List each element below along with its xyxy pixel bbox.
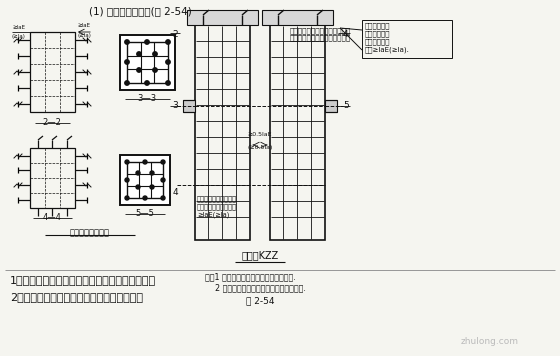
Text: 图 2-54: 图 2-54: [246, 296, 274, 305]
Circle shape: [166, 81, 170, 85]
Text: 5: 5: [343, 100, 349, 110]
Circle shape: [143, 160, 147, 164]
Text: 3—3: 3—3: [137, 94, 157, 103]
Circle shape: [166, 40, 170, 44]
Text: 2）柱纵向钢筋的连接宜采用机械连接接头。: 2）柱纵向钢筋的连接宜采用机械连接接头。: [10, 292, 143, 302]
Circle shape: [153, 52, 157, 56]
Text: (≥la): (≥la): [77, 33, 91, 38]
Bar: [195, 25, 250, 240]
Circle shape: [143, 196, 147, 200]
Text: 框支梁或楼层: 框支梁或楼层: [365, 38, 390, 44]
Bar: [127, 162, 163, 198]
Circle shape: [150, 171, 154, 175]
Text: 注：1 柱底纵筋的连接构造同抗震框架柱.: 注：1 柱底纵筋的连接构造同抗震框架柱.: [205, 272, 296, 281]
Circle shape: [137, 68, 141, 72]
Text: (≥la): (≥la): [12, 34, 26, 39]
Bar: [120, 155, 170, 205]
Text: ≥laE(≥la): ≥laE(≥la): [197, 211, 230, 218]
Circle shape: [145, 81, 149, 85]
Bar: [183, 100, 195, 112]
Text: 2—2: 2—2: [43, 118, 62, 127]
Circle shape: [125, 196, 129, 200]
Bar: [362, 20, 452, 58]
Circle shape: [153, 68, 157, 72]
Text: ≥0.5laE: ≥0.5laE: [248, 132, 272, 137]
Circle shape: [161, 160, 165, 164]
Text: 4—4: 4—4: [43, 213, 62, 222]
Bar: [120, 35, 175, 90]
Text: 4: 4: [343, 30, 349, 39]
Circle shape: [161, 178, 165, 182]
Text: 算起，弯锚入: 算起，弯锚入: [365, 30, 390, 37]
Text: 框支柱部分纵筋延伸到上层剪力
力墙框板顶，锚别为：能通则通.: 框支柱部分纵筋延伸到上层剪力 力墙框板顶，锚别为：能通则通.: [290, 27, 353, 41]
Circle shape: [150, 185, 154, 189]
Circle shape: [166, 60, 170, 64]
Text: 自框支柱边缘: 自框支柱边缘: [365, 22, 390, 28]
Bar: [325, 100, 337, 112]
Text: 板内≥laE(≥la).: 板内≥laE(≥la).: [365, 46, 410, 53]
Bar: [262, 10, 333, 25]
Bar: [270, 25, 325, 240]
Text: (1) 框支柱钢筋构造(图 2-54): (1) 框支柱钢筋构造(图 2-54): [88, 6, 192, 16]
Circle shape: [125, 160, 129, 164]
Text: 插入框支架或楼层板内: 插入框支架或楼层板内: [197, 203, 237, 210]
Circle shape: [161, 196, 165, 200]
Text: 2 柱纵向钢筋的连接宜采用机械连接接头.: 2 柱纵向钢筋的连接宜采用机械连接接头.: [205, 283, 306, 292]
Circle shape: [136, 171, 140, 175]
Text: 1）框支柱的柱底纵筋的连接构造同抗震框架柱。: 1）框支柱的柱底纵筋的连接构造同抗震框架柱。: [10, 275, 156, 285]
Circle shape: [145, 40, 149, 44]
Circle shape: [125, 178, 129, 182]
Text: ≥laE: ≥laE: [77, 23, 90, 28]
Bar: [30, 32, 75, 112]
Text: 纵向钢筋弯折要求: 纵向钢筋弯折要求: [70, 228, 110, 237]
Circle shape: [136, 185, 140, 189]
Text: 2: 2: [172, 30, 178, 39]
Text: (≥0.5la): (≥0.5la): [248, 145, 273, 150]
Bar: [30, 148, 75, 208]
Circle shape: [125, 40, 129, 44]
Circle shape: [125, 60, 129, 64]
Text: 框支柱KZZ: 框支柱KZZ: [241, 250, 279, 260]
Text: 4: 4: [172, 188, 178, 197]
Text: 5—5: 5—5: [136, 209, 155, 218]
Circle shape: [137, 52, 141, 56]
Bar: [127, 42, 168, 83]
Text: 自层支柱边缘算起，弯: 自层支柱边缘算起，弯: [197, 195, 237, 201]
Circle shape: [125, 81, 129, 85]
Text: ≥laE: ≥laE: [12, 25, 25, 30]
Bar: [187, 10, 258, 25]
Text: 3: 3: [172, 100, 178, 110]
Text: zhulong.com: zhulong.com: [461, 337, 519, 346]
